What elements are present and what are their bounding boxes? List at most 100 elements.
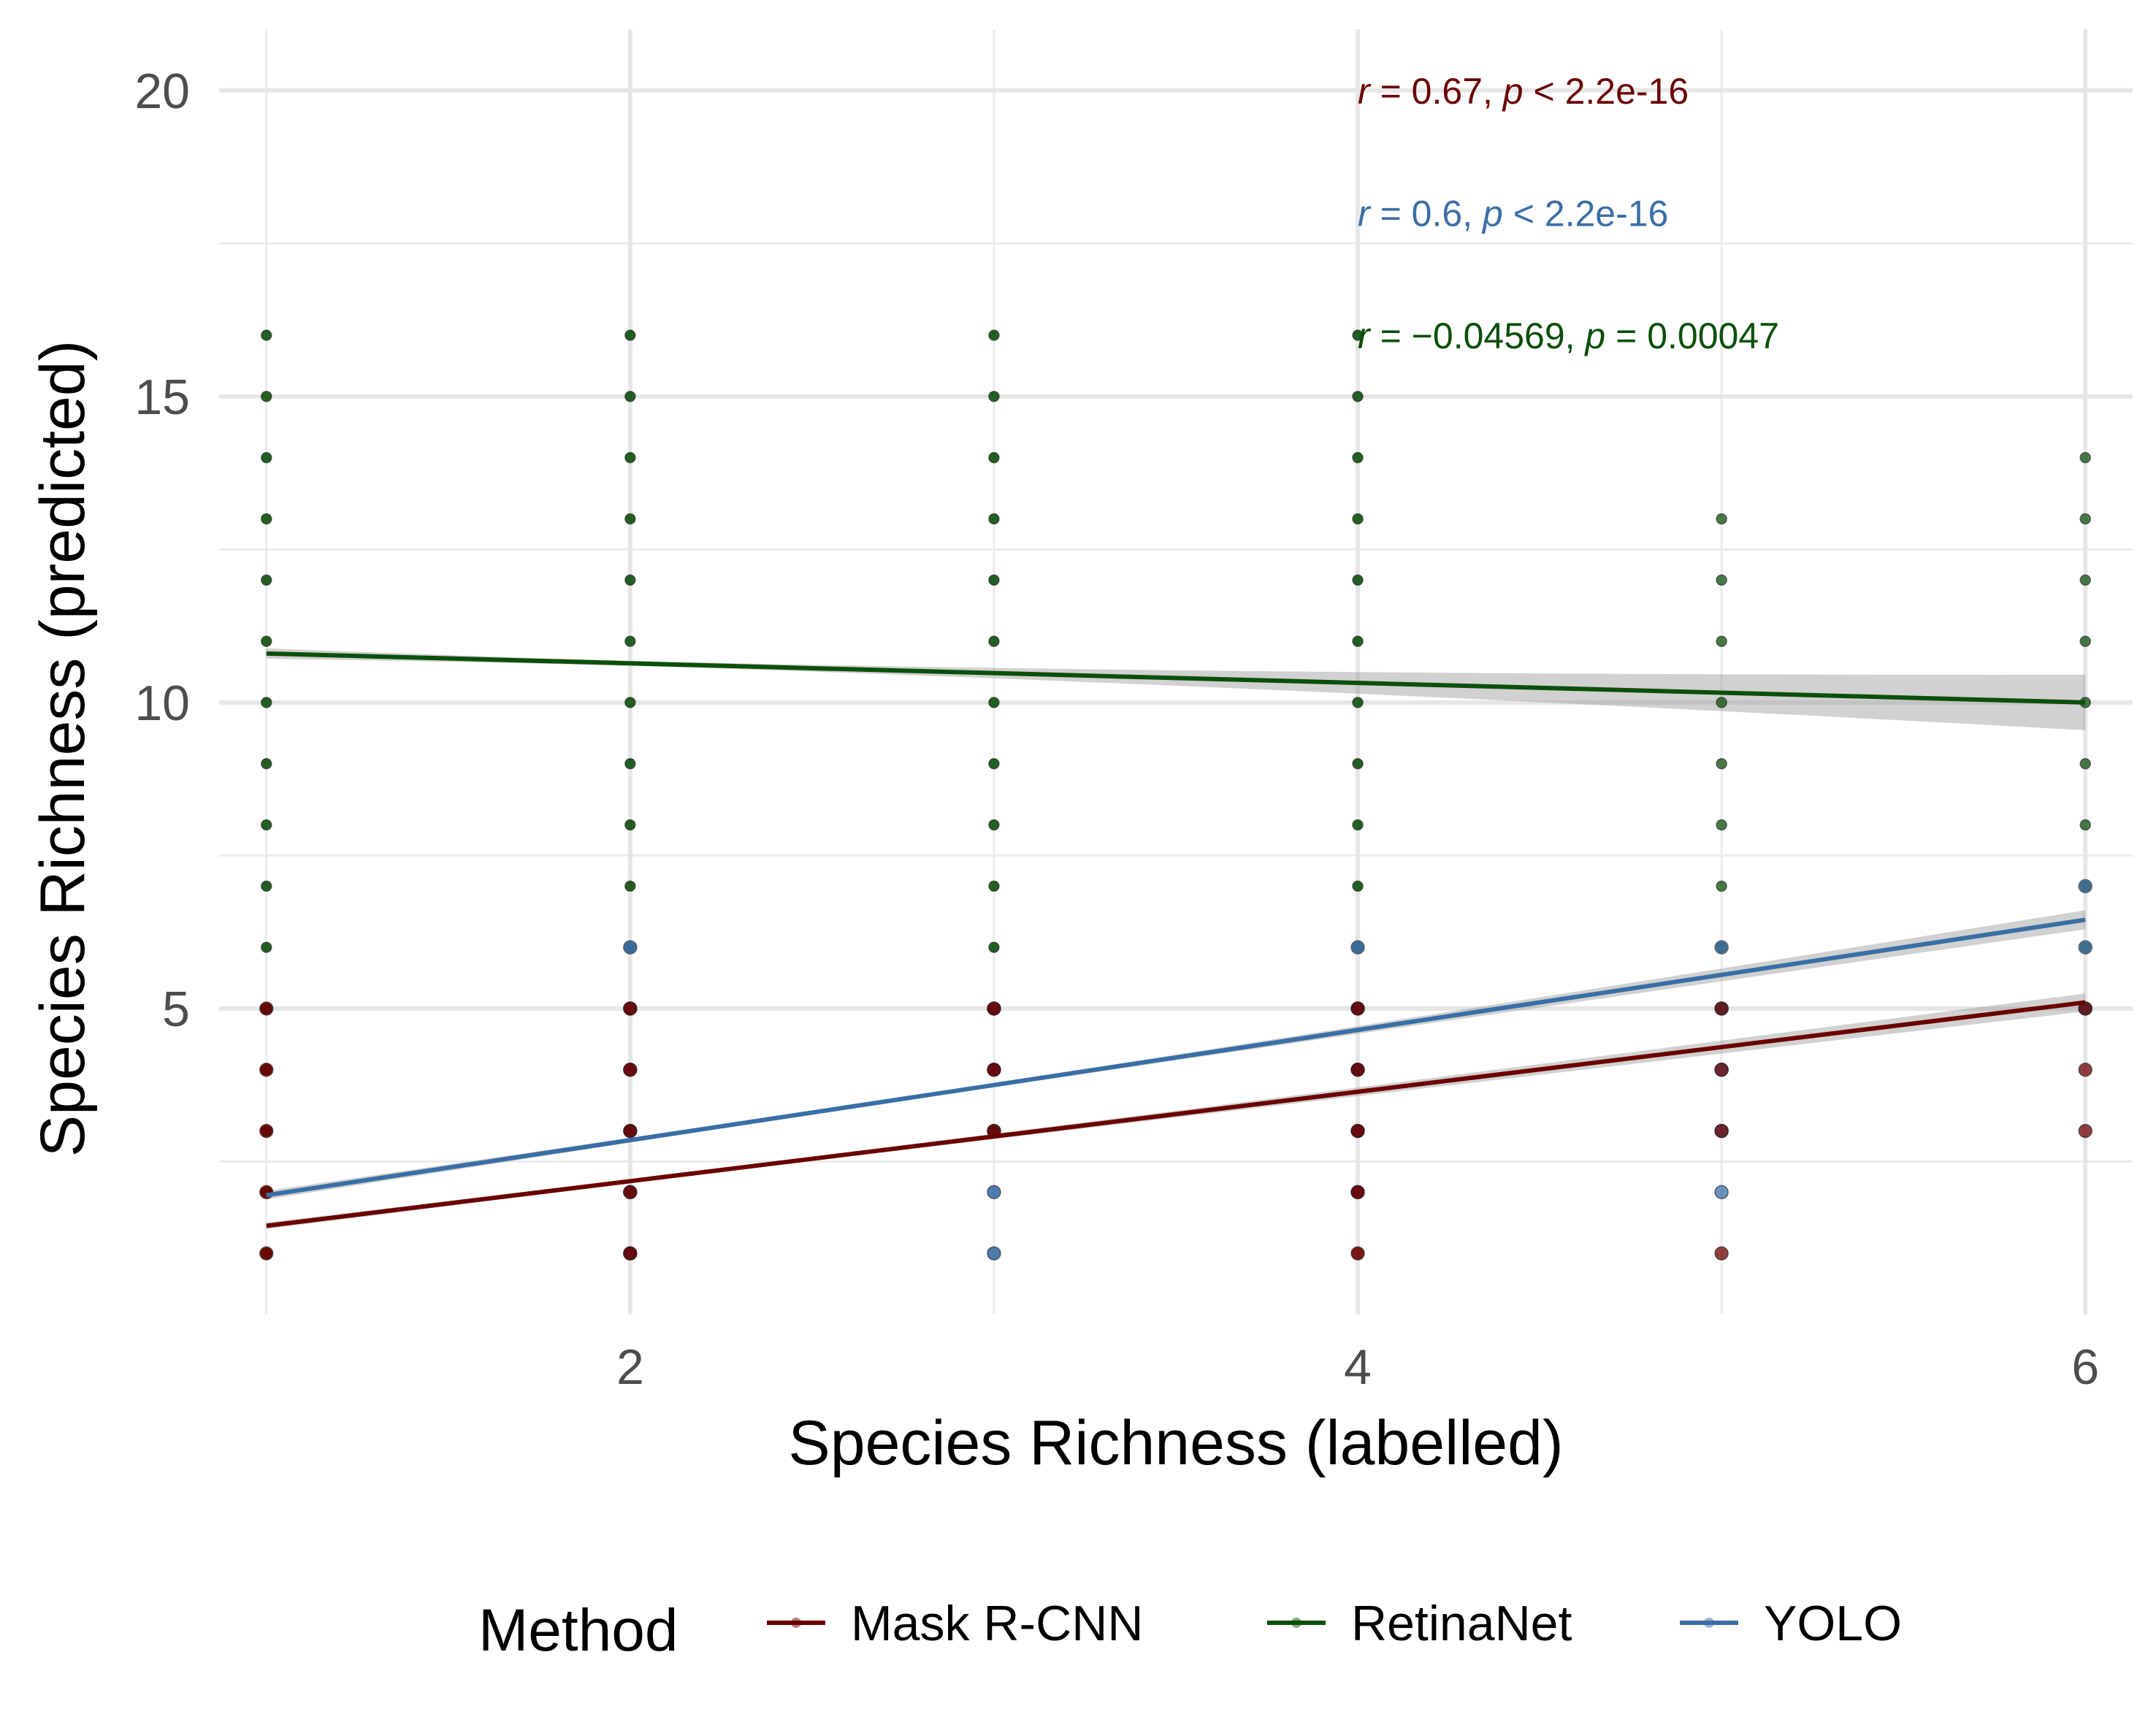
data-point	[259, 1185, 274, 1200]
data-point	[2079, 757, 2091, 770]
stat-value: = 0.6,	[1370, 193, 1483, 234]
y-tick-label: 10	[134, 676, 190, 731]
data-point	[1352, 329, 1364, 341]
data-point	[2078, 940, 2092, 955]
confidence-band	[266, 910, 2086, 1200]
legend-key-point	[791, 1618, 801, 1628]
data-point	[1350, 1063, 1365, 1077]
data-point	[1350, 1185, 1365, 1200]
data-point	[988, 451, 1000, 464]
data-point	[1714, 1063, 1729, 1077]
data-point	[2078, 1123, 2092, 1139]
data-point	[624, 697, 636, 708]
data-point	[259, 1246, 274, 1261]
data-point	[1716, 819, 1727, 831]
regression-lines	[266, 651, 2086, 1228]
legend-key-point	[1291, 1618, 1301, 1628]
data-point	[2078, 879, 2092, 894]
data-point	[988, 635, 1000, 647]
stat-symbol: r	[1358, 315, 1372, 356]
legend-label: YOLO	[1764, 1596, 1902, 1651]
data-point	[2079, 451, 2091, 464]
data-point	[259, 1001, 274, 1016]
stat-symbol: p	[1481, 193, 1503, 234]
legend-label: Mask R-CNN	[851, 1596, 1143, 1651]
data-point	[1352, 880, 1364, 892]
data-point	[2078, 1063, 2092, 1077]
data-point	[1716, 757, 1727, 770]
data-point	[1716, 880, 1727, 892]
data-point	[1352, 391, 1364, 402]
legend-key-point	[1704, 1618, 1714, 1628]
data-point	[2079, 513, 2091, 525]
data-point	[259, 1123, 274, 1139]
data-point	[988, 880, 1000, 892]
stat-symbol: p	[1583, 315, 1605, 356]
data-point	[261, 819, 272, 831]
stat-value: < 2.2e-16	[1503, 193, 1669, 234]
stat-symbol: p	[1502, 71, 1524, 112]
correlation-label: r = 0.6, p < 2.2e-16	[1358, 193, 1668, 234]
data-point	[987, 1185, 1001, 1200]
data-point	[1352, 574, 1364, 586]
data-point	[988, 574, 1000, 586]
stat-symbol: r	[1358, 193, 1372, 234]
data-point	[2079, 635, 2091, 647]
data-point	[624, 757, 636, 770]
tick-labels: 2 4 6 5 10 15 20	[134, 64, 2099, 1395]
data-point	[261, 635, 272, 647]
correlation-label: r = 0.67, p < 2.2e-16	[1358, 71, 1689, 112]
x-axis-title: Species Richness (labelled)	[788, 1408, 1563, 1478]
legend-title: Method	[478, 1597, 678, 1664]
data-point	[1716, 574, 1727, 586]
data-point	[988, 329, 1000, 341]
data-point	[987, 1246, 1001, 1261]
data-point	[1350, 940, 1365, 955]
data-point	[988, 513, 1000, 525]
data-point	[261, 513, 272, 525]
data-point	[1716, 635, 1727, 647]
data-point	[988, 941, 1000, 953]
data-point	[2079, 819, 2091, 831]
data-point	[623, 1001, 638, 1016]
legend-label: RetinaNet	[1351, 1596, 1572, 1651]
data-point	[1352, 635, 1364, 647]
data-point	[624, 574, 636, 586]
data-point	[1350, 1123, 1365, 1139]
correlation-annotations: r = 0.67, p < 2.2e-16r = 0.6, p < 2.2e-1…	[1358, 71, 1779, 356]
grid-minor	[219, 29, 2133, 1315]
data-point	[1352, 757, 1364, 770]
stat-symbol: r	[1358, 71, 1372, 112]
data-point	[261, 574, 272, 586]
data-points	[259, 329, 2092, 1261]
data-point	[1352, 819, 1364, 831]
data-point	[623, 940, 638, 955]
data-point	[988, 757, 1000, 770]
regression-line	[266, 1000, 2086, 1228]
data-point	[1352, 451, 1364, 464]
data-point	[623, 1063, 638, 1077]
data-point	[624, 329, 636, 341]
data-point	[624, 880, 636, 892]
data-point	[624, 635, 636, 647]
data-point	[2079, 574, 2091, 586]
data-point	[988, 819, 1000, 831]
data-point	[623, 1185, 638, 1200]
stat-value: = 0.67,	[1370, 71, 1503, 112]
data-point	[988, 391, 1000, 402]
data-point	[988, 697, 1000, 708]
legend: Method Mask R-CNN RetinaNet YOLO	[478, 1596, 1902, 1664]
x-tick-label: 6	[2071, 1339, 2099, 1395]
y-axis-title: Species Richness (predicted)	[28, 340, 98, 1158]
grid-major	[219, 29, 2133, 1315]
data-point	[624, 513, 636, 525]
y-tick-label: 20	[134, 64, 190, 119]
data-point	[623, 1123, 638, 1139]
regression-line	[266, 917, 2086, 1198]
data-point	[1714, 1246, 1729, 1261]
data-point	[1714, 1123, 1729, 1139]
data-point	[2078, 1001, 2092, 1016]
y-tick-label: 15	[134, 370, 190, 425]
data-point	[623, 1246, 638, 1261]
